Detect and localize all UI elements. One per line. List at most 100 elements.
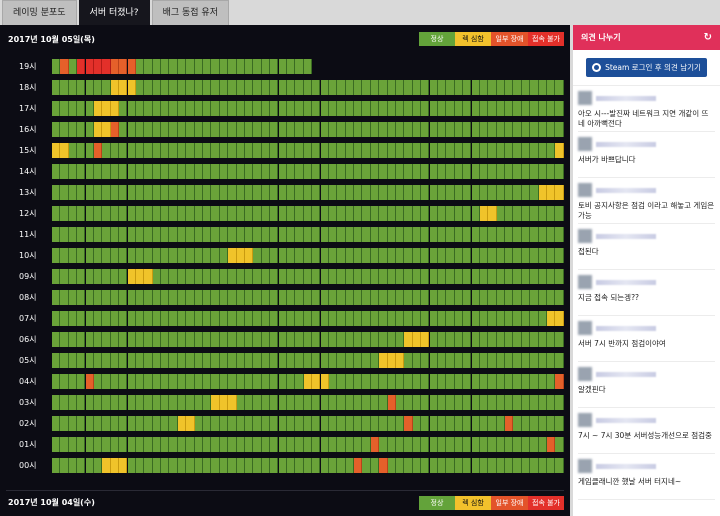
status-cell-ok[interactable] <box>471 290 480 305</box>
status-cell-slow[interactable] <box>312 374 321 389</box>
status-cell-ok[interactable] <box>169 311 178 326</box>
status-cell-ok[interactable] <box>387 143 396 158</box>
status-cell-ok[interactable] <box>194 143 203 158</box>
status-cell-ok[interactable] <box>244 437 254 452</box>
status-cell-partial[interactable] <box>505 416 514 431</box>
status-cell-ok[interactable] <box>555 101 564 116</box>
status-cell-ok[interactable] <box>270 101 279 116</box>
status-cell-ok[interactable] <box>471 395 480 410</box>
status-cell-ok[interactable] <box>152 395 161 410</box>
status-cell-ok[interactable] <box>362 143 371 158</box>
status-cell-ok[interactable] <box>68 206 78 221</box>
status-cell-ok[interactable] <box>555 227 564 242</box>
status-cell-ok[interactable] <box>144 59 153 74</box>
status-cell-ok[interactable] <box>328 80 338 95</box>
status-cell-ok[interactable] <box>52 248 61 263</box>
status-cell-ok[interactable] <box>203 227 212 242</box>
status-cell-ok[interactable] <box>337 332 346 347</box>
status-cell-ok[interactable] <box>412 101 422 116</box>
status-cell-ok[interactable] <box>454 227 464 242</box>
status-cell-ok[interactable] <box>429 416 438 431</box>
status-cell-ok[interactable] <box>404 122 413 137</box>
status-cell-ok[interactable] <box>437 290 447 305</box>
status-cell-ok[interactable] <box>77 353 86 368</box>
status-cell-ok[interactable] <box>471 311 480 326</box>
status-cell-ok[interactable] <box>93 164 103 179</box>
status-cell-ok[interactable] <box>513 311 522 326</box>
status-cell-ok[interactable] <box>505 269 514 284</box>
status-cell-ok[interactable] <box>530 458 539 473</box>
status-cell-ok[interactable] <box>135 80 145 95</box>
status-cell-ok[interactable] <box>278 185 287 200</box>
status-cell-ok[interactable] <box>505 122 514 137</box>
status-cell-ok[interactable] <box>127 206 136 221</box>
status-cell-slow[interactable] <box>547 311 556 326</box>
status-cell-ok[interactable] <box>270 458 279 473</box>
status-cell-ok[interactable] <box>521 143 531 158</box>
status-cell-ok[interactable] <box>177 206 187 221</box>
status-cell-ok[interactable] <box>505 353 514 368</box>
status-cell-ok[interactable] <box>261 248 271 263</box>
status-cell-ok[interactable] <box>295 458 304 473</box>
status-cell-ok[interactable] <box>496 416 505 431</box>
status-cell-ok[interactable] <box>328 122 338 137</box>
status-cell-ok[interactable] <box>421 248 430 263</box>
status-cell-ok[interactable] <box>85 458 94 473</box>
status-cell-slow[interactable] <box>127 80 136 95</box>
status-cell-ok[interactable] <box>303 143 313 158</box>
status-cell-ok[interactable] <box>345 248 354 263</box>
status-cell-ok[interactable] <box>396 269 405 284</box>
status-cell-ok[interactable] <box>253 269 262 284</box>
status-cell-ok[interactable] <box>77 437 86 452</box>
status-cell-ok[interactable] <box>345 80 354 95</box>
avatar[interactable] <box>578 183 592 197</box>
status-cell-ok[interactable] <box>261 395 271 410</box>
status-cell-ok[interactable] <box>362 206 371 221</box>
status-cell-ok[interactable] <box>219 206 229 221</box>
status-cell-ok[interactable] <box>488 311 497 326</box>
status-cell-ok[interactable] <box>93 290 103 305</box>
status-cell-ok[interactable] <box>370 185 380 200</box>
status-cell-ok[interactable] <box>404 269 413 284</box>
status-cell-ok[interactable] <box>93 206 103 221</box>
status-cell-slow[interactable] <box>119 458 128 473</box>
status-cell-ok[interactable] <box>177 122 187 137</box>
status-cell-ok[interactable] <box>161 164 170 179</box>
status-cell-ok[interactable] <box>110 248 120 263</box>
status-cell-ok[interactable] <box>328 311 338 326</box>
status-cell-ok[interactable] <box>236 290 245 305</box>
status-cell-ok[interactable] <box>320 269 329 284</box>
status-cell-ok[interactable] <box>261 227 271 242</box>
status-cell-ok[interactable] <box>60 269 69 284</box>
status-cell-ok[interactable] <box>110 374 120 389</box>
status-cell-ok[interactable] <box>488 353 497 368</box>
status-cell-ok[interactable] <box>169 185 178 200</box>
status-cell-ok[interactable] <box>295 185 304 200</box>
status-cell-ok[interactable] <box>211 206 220 221</box>
status-cell-ok[interactable] <box>261 332 271 347</box>
status-cell-ok[interactable] <box>286 80 296 95</box>
status-cell-ok[interactable] <box>228 206 237 221</box>
status-cell-ok[interactable] <box>52 59 61 74</box>
status-cell-ok[interactable] <box>194 164 203 179</box>
status-cell-ok[interactable] <box>412 395 422 410</box>
status-cell-ok[interactable] <box>530 353 539 368</box>
status-cell-ok[interactable] <box>345 227 354 242</box>
status-cell-ok[interactable] <box>328 185 338 200</box>
status-cell-ok[interactable] <box>513 332 522 347</box>
status-cell-ok[interactable] <box>454 353 464 368</box>
status-cell-ok[interactable] <box>312 332 321 347</box>
status-cell-ok[interactable] <box>337 290 346 305</box>
status-cell-ok[interactable] <box>135 311 145 326</box>
status-cell-ok[interactable] <box>555 332 564 347</box>
status-cell-ok[interactable] <box>463 185 472 200</box>
status-cell-ok[interactable] <box>135 143 145 158</box>
status-cell-ok[interactable] <box>370 227 380 242</box>
status-cell-ok[interactable] <box>270 395 279 410</box>
status-cell-ok[interactable] <box>102 437 111 452</box>
status-cell-ok[interactable] <box>379 101 388 116</box>
status-cell-ok[interactable] <box>135 374 145 389</box>
status-cell-ok[interactable] <box>77 311 86 326</box>
status-cell-ok[interactable] <box>278 143 287 158</box>
status-cell-ok[interactable] <box>203 395 212 410</box>
